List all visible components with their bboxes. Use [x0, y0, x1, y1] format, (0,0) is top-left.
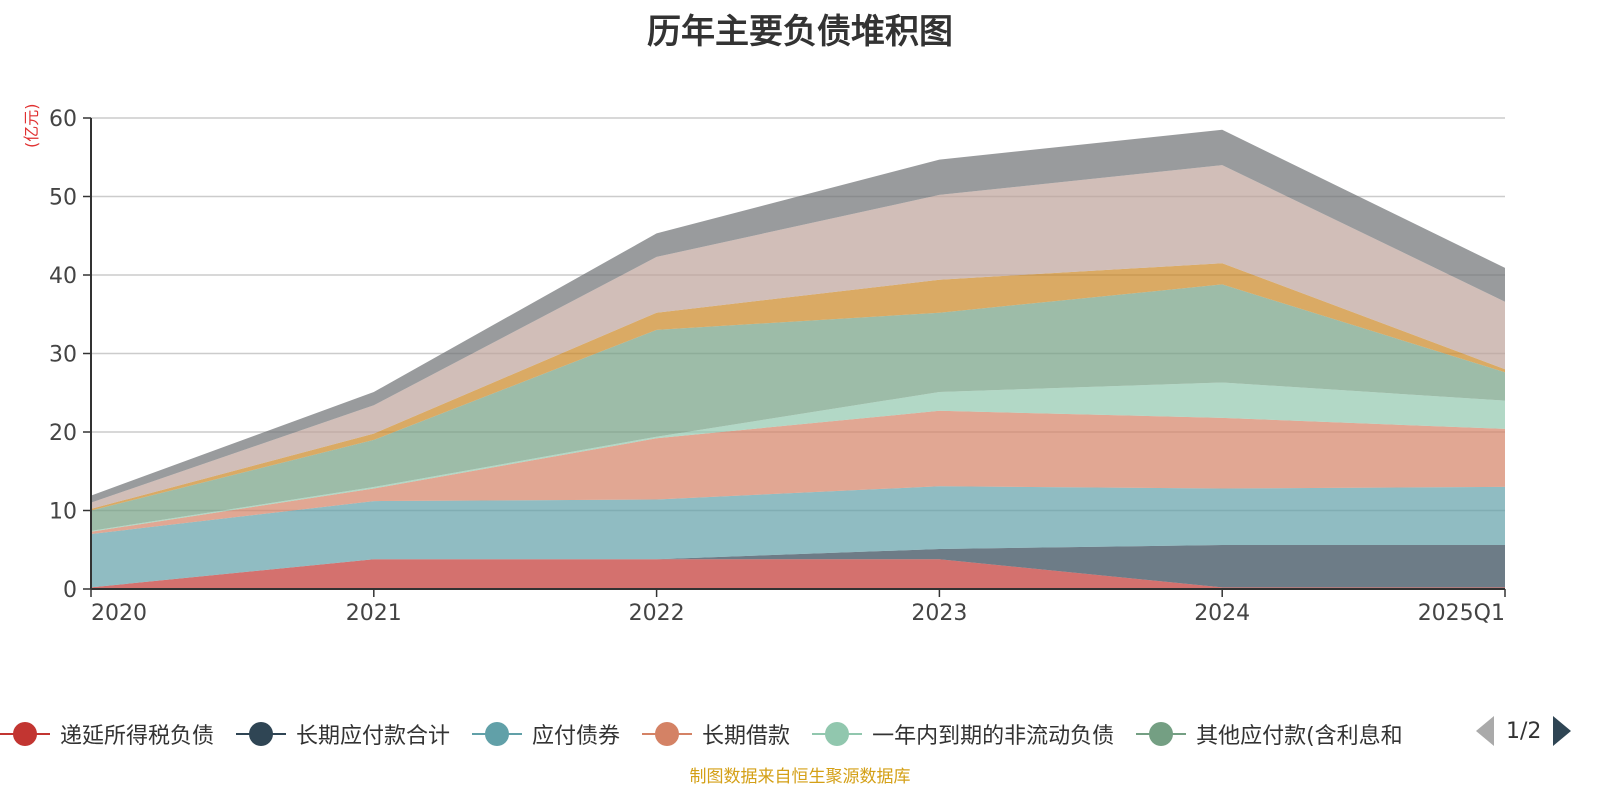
y-tick-label: 40 — [49, 264, 77, 289]
area-series-5 — [91, 382, 1505, 532]
x-tick-label: 2024 — [1194, 601, 1250, 626]
x-tick-label: 2025Q1 — [1418, 601, 1505, 626]
chart-title: 历年主要负债堆积图 — [647, 12, 953, 52]
y-tick-label: 60 — [49, 107, 77, 132]
stacked-areas — [91, 129, 1505, 589]
legend-marker-icon — [0, 722, 50, 746]
y-tick-label: 20 — [49, 421, 77, 446]
y-tick-label: 50 — [49, 186, 77, 211]
legend-marker-dot — [825, 722, 850, 746]
legend-label: 其他应付款(含利息和 — [1196, 724, 1403, 749]
legend-label: 长期借款 — [702, 724, 791, 749]
legend-item[interactable]: 递延所得税负债 — [0, 718, 214, 750]
area-series-1 — [91, 559, 1505, 589]
x-tick-label: 2023 — [911, 601, 967, 626]
area-series-2 — [91, 545, 1505, 588]
legend-label: 一年内到期的非流动负债 — [872, 724, 1115, 749]
legend-label: 递延所得税负债 — [60, 724, 215, 749]
legend-pager: 1/2 — [1476, 716, 1572, 746]
x-tick-label: 2022 — [629, 601, 685, 626]
legend-marker-dot — [1149, 722, 1174, 746]
area-series-8 — [91, 165, 1505, 509]
legend-label: 应付债券 — [532, 724, 621, 749]
legend-marker-dot — [13, 722, 37, 746]
area-series-3 — [91, 486, 1505, 588]
legend-item[interactable]: 长期借款 — [642, 718, 790, 750]
x-tick-label: 2020 — [91, 601, 147, 626]
legend-next-page-button[interactable] — [1553, 716, 1572, 746]
legend-marker-icon — [236, 722, 287, 746]
area-series-7 — [91, 263, 1505, 511]
legend-marker-dot — [249, 722, 274, 746]
y-tick-label: 10 — [49, 500, 77, 525]
legend-marker-icon — [642, 722, 693, 746]
legend-label: 长期应付款合计 — [296, 724, 451, 749]
legend: 递延所得税负债 长期应付款合计 应付债券 长期借款 一年内到期的非流动负债 其他应付款(含… — [0, 714, 1600, 754]
area-series-4 — [91, 410, 1505, 534]
source-note: 制图数据来自恒生聚源数据库 — [689, 767, 911, 787]
legend-item[interactable]: 长期应付款合计 — [236, 718, 450, 750]
area-series-9 — [91, 129, 1505, 503]
legend-item[interactable]: 其他应付款(含利息和 — [1136, 718, 1403, 750]
x-tick-label: 2021 — [346, 601, 402, 626]
y-tick-label: 30 — [49, 343, 77, 368]
legend-item[interactable]: 应付债券 — [472, 718, 620, 750]
legend-marker-dot — [655, 722, 680, 746]
legend-marker-icon — [472, 722, 523, 746]
area-series-6 — [91, 284, 1505, 531]
legend-marker-icon — [1136, 722, 1187, 746]
legend-page-indicator: 1/2 — [1506, 718, 1542, 744]
legend-marker-icon — [812, 722, 863, 746]
axes: 0 10 20 30 40 50 60 2020 2021 2022 2023 2024 2025Q1 — [49, 107, 1506, 626]
legend-marker-dot — [485, 722, 510, 746]
legend-prev-page-button[interactable] — [1476, 716, 1494, 746]
y-tick-label: 0 — [63, 578, 77, 603]
chart-plot: 0 10 20 30 40 50 60 2020 2021 2022 2023 2024 2025Q1 — [49, 107, 1506, 626]
legend-item[interactable]: 一年内到期的非流动负债 — [812, 718, 1114, 750]
